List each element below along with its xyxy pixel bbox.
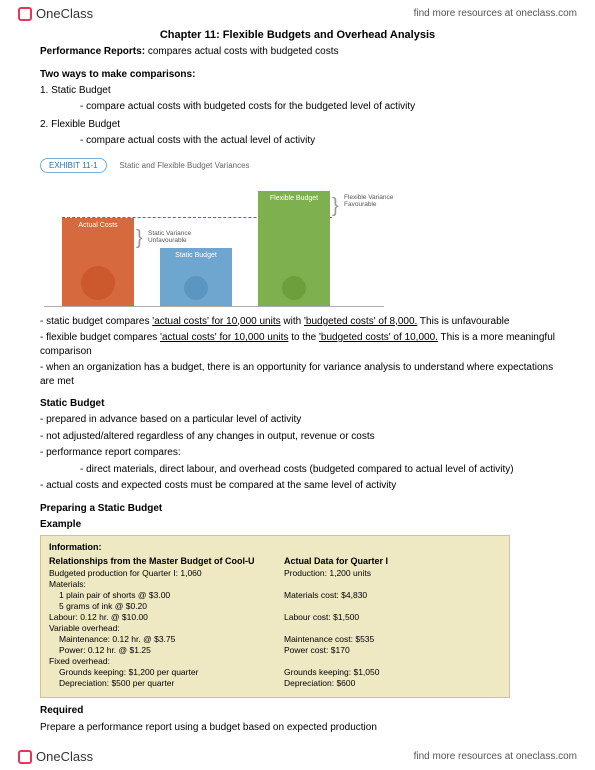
list-sub-2: - compare actual costs with the actual l…: [80, 134, 555, 148]
infobox-row: 5 grams of ink @ $0.20: [59, 601, 266, 611]
bar-static-label: Static Budget: [173, 252, 219, 259]
n2-u1: 'actual costs' for 10,000 units: [160, 332, 288, 343]
infobox-row: Labour: 0.12 hr. @ $10.00: [49, 612, 266, 622]
logo-icon: [18, 750, 32, 764]
infobox-title: Information:: [49, 542, 501, 552]
infobox-row: Power: 0.12 hr. @ $1.25: [59, 645, 266, 655]
brace-icon: }: [332, 195, 339, 218]
num-1: 1.: [40, 85, 48, 96]
num-2: 2.: [40, 119, 48, 130]
note-1: - static budget compares 'actual costs' …: [40, 315, 555, 329]
infobox-row: [284, 601, 501, 611]
infobox-row: Labour cost: $1,500: [284, 612, 501, 622]
circle-icon: [184, 276, 208, 300]
sb-p3: - performance report compares:: [40, 446, 555, 460]
brand-logo: OneClass: [18, 6, 93, 21]
n2-pre: - flexible budget compares: [40, 332, 160, 343]
bar-static: Static Budget: [160, 248, 232, 306]
infobox-row: [284, 579, 501, 589]
sb-p2: - not adjusted/altered regardless of any…: [40, 430, 555, 444]
info-box: Information: Relationships from the Mast…: [40, 535, 510, 698]
n1-post: This is unfavourable: [417, 316, 509, 327]
infobox-row: Fixed overhead:: [49, 656, 266, 666]
right-head: Actual Data for Quarter I: [284, 556, 501, 566]
infobox-row: Depreciation: $600: [284, 678, 501, 688]
bar-actual-label: Actual Costs: [76, 222, 119, 229]
exhibit-block: EXHIBIT 11-1 Static and Flexible Budget …: [40, 158, 555, 307]
note-2: - flexible budget compares 'actual costs…: [40, 331, 555, 358]
infobox-columns: Relationships from the Master Budget of …: [49, 556, 501, 689]
example-label: Example: [40, 518, 555, 532]
brand-logo-footer: OneClass: [18, 749, 93, 764]
bar-flex: Flexible Budget: [258, 191, 330, 306]
list-sub-1: - compare actual costs with budgeted cos…: [80, 100, 555, 114]
list-item-2: 2. Flexible Budget: [40, 118, 555, 132]
infobox-row: Materials cost: $4,830: [284, 590, 501, 600]
variance-chart: Actual Costs Static Budget Flexible Budg…: [44, 177, 384, 307]
perf-desc: compares actual costs with budgeted cost…: [148, 46, 339, 57]
perf-label: Performance Reports:: [40, 46, 145, 57]
infobox-col-right: Actual Data for Quarter I Production: 1,…: [284, 556, 501, 689]
circle-icon: [81, 266, 115, 300]
infobox-col-left: Relationships from the Master Budget of …: [49, 556, 266, 689]
infobox-row: Variable overhead:: [49, 623, 266, 633]
infobox-row: Budgeted production for Quarter I: 1,060: [49, 568, 266, 578]
logo-icon: [18, 7, 32, 21]
brand-name-footer: OneClass: [36, 749, 93, 764]
sb-last: - actual costs and expected costs must b…: [40, 479, 555, 493]
page-header: OneClass find more resources at oneclass…: [0, 0, 595, 27]
footer-cta: find more resources at oneclass.com: [414, 751, 577, 762]
n1-pre: - static budget compares: [40, 316, 152, 327]
list-item-1: 1. Static Budget: [40, 84, 555, 98]
brace1-text: Static Variance Unfavourable: [148, 230, 198, 244]
document-body: Chapter 11: Flexible Budgets and Overhea…: [0, 27, 595, 734]
brace-icon: }: [136, 227, 143, 250]
infobox-row: Maintenance: 0.12 hr. @ $3.75: [59, 634, 266, 644]
perf-reports-line: Performance Reports: compares actual cos…: [40, 45, 555, 59]
exhibit-tag: EXHIBIT 11-1: [40, 158, 107, 173]
sb-sub: - direct materials, direct labour, and o…: [80, 463, 555, 477]
bar-flex-label: Flexible Budget: [268, 195, 320, 202]
infobox-row: Production: 1,200 units: [284, 568, 501, 578]
prep-heading: Preparing a Static Budget: [40, 503, 555, 514]
infobox-row: 1 plain pair of shorts @ $3.00: [59, 590, 266, 600]
bar-actual: Actual Costs: [62, 218, 134, 306]
infobox-row: Grounds keeping: $1,200 per quarter: [59, 667, 266, 677]
name-1: Static Budget: [51, 85, 110, 96]
infobox-row: Grounds keeping: $1,050: [284, 667, 501, 677]
chapter-title: Chapter 11: Flexible Budgets and Overhea…: [40, 29, 555, 41]
two-ways-heading: Two ways to make comparisons:: [40, 69, 555, 80]
page-footer: OneClass find more resources at oneclass…: [0, 743, 595, 770]
n1-u1: 'actual costs' for 10,000 units: [152, 316, 280, 327]
n1-mid: with: [281, 316, 304, 327]
infobox-row: Power cost: $170: [284, 645, 501, 655]
infobox-row: Maintenance cost: $535: [284, 634, 501, 644]
header-cta: find more resources at oneclass.com: [414, 8, 577, 19]
left-head: Relationships from the Master Budget of …: [49, 556, 266, 566]
required-text: Prepare a performance report using a bud…: [40, 721, 555, 735]
static-budget-heading: Static Budget: [40, 398, 555, 409]
infobox-row: Materials:: [49, 579, 266, 589]
infobox-row: Depreciation: $500 per quarter: [59, 678, 266, 688]
exhibit-caption: Static and Flexible Budget Variances: [119, 161, 249, 170]
n1-u2: 'budgeted costs' of 8,000.: [304, 316, 417, 327]
n2-u2: 'budgeted costs' of 10,000.: [319, 332, 438, 343]
note-3: - when an organization has a budget, the…: [40, 361, 555, 388]
required-heading: Required: [40, 704, 555, 718]
circle-icon: [282, 276, 306, 300]
name-2: Flexible Budget: [51, 119, 120, 130]
brace2-text: Flexible Variance Favourable: [344, 194, 394, 208]
brand-name: OneClass: [36, 6, 93, 21]
sb-p1: - prepared in advance based on a particu…: [40, 413, 555, 427]
n2-mid: to the: [288, 332, 319, 343]
infobox-row: [284, 623, 501, 633]
infobox-row: [284, 656, 501, 666]
